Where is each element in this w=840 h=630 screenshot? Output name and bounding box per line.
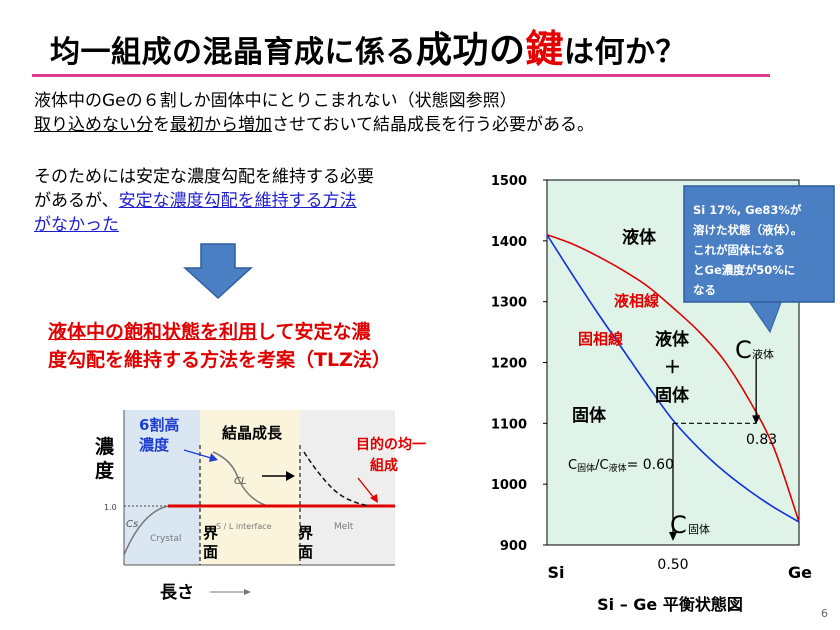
y-tick-label: 1200 xyxy=(491,357,527,372)
proposal-line-1: 液体中の飽和状態を利用して安定な濃 xyxy=(48,321,371,343)
down-arrow-icon xyxy=(183,243,253,300)
liquid-arrow-head-icon xyxy=(752,415,761,425)
need-line-2: があるが、安定な濃度勾配を維持する方法 xyxy=(34,191,357,211)
need-link-2: がなかった xyxy=(34,215,119,235)
callout-line-5: なる xyxy=(693,283,716,297)
x-tick-ge: Ge xyxy=(788,563,812,582)
need-paragraph: そのためには安定な濃度勾配を維持する必要 があるが、安定な濃度勾配を維持する方法… xyxy=(34,165,374,237)
need-line-3: がなかった xyxy=(34,213,374,237)
title-underline-rule xyxy=(32,74,770,77)
phase-diagram-title: Si – Ge 平衡状態図 xyxy=(597,595,743,614)
need-line-1: そのためには安定な濃度勾配を維持する必要 xyxy=(34,167,374,187)
c-solid-symbol: C xyxy=(670,511,687,539)
two-phase-label-2: ＋ xyxy=(664,358,681,378)
liquid-region-label: 液体 xyxy=(622,227,657,248)
callout-line-4: とGe濃度が50%に xyxy=(693,263,795,277)
page-number: 6 xyxy=(821,607,828,620)
c-liquid-subscript: 液体 xyxy=(752,347,774,361)
value-083-label: 0.83 xyxy=(746,432,777,448)
intro-line-2: 取り込めない分を最初から増加させておいて結晶成長を行う必要がある。 xyxy=(34,115,594,135)
callout-line-2: 溶けた状態（液体）。 xyxy=(693,223,802,237)
intro-line-1: 液体中のGeの６割しか固体中にとりこまれない（状態図参照） xyxy=(34,91,517,111)
proposal-line-2: 度勾配を維持する方法を考案（TLZ法） xyxy=(48,349,391,371)
callout-line-1: Si 17%, Ge83%が xyxy=(693,203,802,217)
callout-box xyxy=(683,185,835,303)
intro-paragraph: 液体中のGeの６割しか固体中にとりこまれない（状態図参照） 取り込めない分を最初… xyxy=(34,89,594,137)
callout-line-3: これが固体になる xyxy=(693,243,785,257)
solid-arrow-head-icon xyxy=(669,532,677,541)
two-phase-label-1: 液体 xyxy=(655,329,690,350)
y-tick-label: 1300 xyxy=(491,296,527,311)
solid-region-label: 固体 xyxy=(572,405,607,426)
x-tick-si: Si xyxy=(547,563,564,582)
solidus-series-line xyxy=(546,234,800,523)
need-link-1: 安定な濃度勾配を維持する方法 xyxy=(118,191,357,211)
y-tick-label: 1500 xyxy=(491,174,527,189)
proposal-text: 液体中の飽和状態を利用して安定な濃 度勾配を維持する方法を考案（TLZ法） xyxy=(48,318,391,374)
c-solid-subscript: 固体 xyxy=(688,522,710,536)
page-title: 均一組成の混晶育成に係る成功の鍵は何か？ xyxy=(50,27,687,71)
x-tick-050: 0.50 xyxy=(657,557,688,573)
y-tick-group: 900 1000 1100 1200 1300 1400 1500 xyxy=(491,174,547,554)
two-phase-label-3: 固体 xyxy=(655,385,690,406)
y-tick-label: 1400 xyxy=(491,235,527,250)
y-tick-label: 1100 xyxy=(491,417,527,432)
c-liquid-symbol: C xyxy=(735,336,752,364)
solidus-label: 固相線 xyxy=(578,330,623,348)
y-tick-label: 1000 xyxy=(491,478,527,493)
y-tick-label: 900 xyxy=(500,539,527,554)
ratio-label: C固体/C液体= 0.60 xyxy=(568,457,674,474)
liquidus-label: 液相線 xyxy=(614,292,659,310)
